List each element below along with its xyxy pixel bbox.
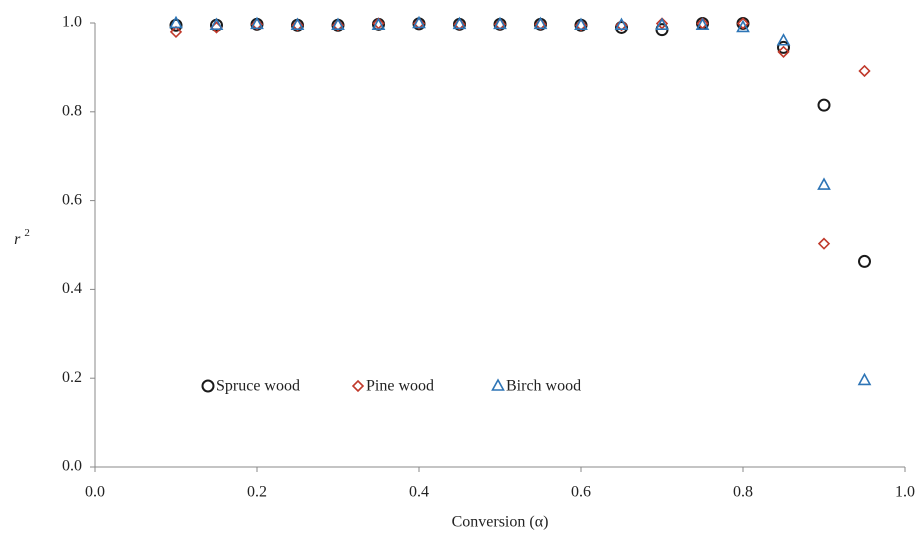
point (695, 17, 710, 31)
point (412, 17, 426, 30)
y-tick-label: 0.8 (62, 102, 82, 119)
point (776, 33, 791, 46)
x-tick-label: 1.0 (895, 484, 915, 501)
point (857, 372, 872, 386)
point (290, 17, 305, 31)
point (412, 15, 426, 29)
point (817, 177, 831, 190)
legend-marker (201, 379, 215, 393)
point (534, 18, 547, 31)
y-tick-label: 1.0 (62, 14, 82, 31)
legend-marker (351, 379, 365, 393)
legend-label: Pine wood (366, 378, 434, 395)
x-tick-label: 0.4 (409, 484, 429, 501)
point (169, 15, 183, 29)
y-axis-title-main: r (14, 231, 21, 248)
y-tick-label: 0.0 (62, 458, 82, 475)
point (777, 45, 790, 58)
x-tick-label: 0.0 (85, 484, 105, 501)
x-tick-label: 0.6 (571, 484, 591, 501)
point (817, 98, 831, 112)
point (250, 16, 264, 30)
x-tick-label: 0.2 (247, 484, 267, 501)
point (209, 17, 224, 31)
point (493, 18, 507, 31)
point (371, 17, 386, 31)
point (817, 237, 831, 250)
y-tick-label: 0.6 (62, 191, 82, 208)
point (736, 17, 750, 30)
point (169, 18, 183, 32)
point (615, 20, 628, 34)
point (169, 25, 183, 39)
point (331, 19, 345, 32)
legend-label: Birch wood (506, 378, 581, 395)
point (736, 19, 750, 33)
point (331, 17, 345, 31)
y-tick-label: 0.4 (62, 280, 82, 297)
y-axis-title-sup: 2 (24, 227, 30, 239)
point (452, 16, 467, 30)
point (858, 64, 871, 78)
point (493, 16, 507, 30)
point (533, 16, 548, 30)
point (655, 17, 669, 31)
point (291, 19, 304, 32)
point (574, 19, 588, 32)
legend-marker (491, 378, 505, 391)
point (614, 17, 629, 31)
point (574, 17, 588, 31)
point (858, 254, 871, 268)
x-tick-label: 0.8 (733, 484, 753, 501)
y-tick-label: 0.2 (62, 369, 82, 386)
point (453, 18, 466, 31)
legend-label: Spruce wood (216, 378, 300, 395)
point (615, 19, 628, 32)
point (777, 40, 790, 54)
point (250, 18, 264, 31)
x-axis-title: Conversion (α) (452, 514, 549, 531)
